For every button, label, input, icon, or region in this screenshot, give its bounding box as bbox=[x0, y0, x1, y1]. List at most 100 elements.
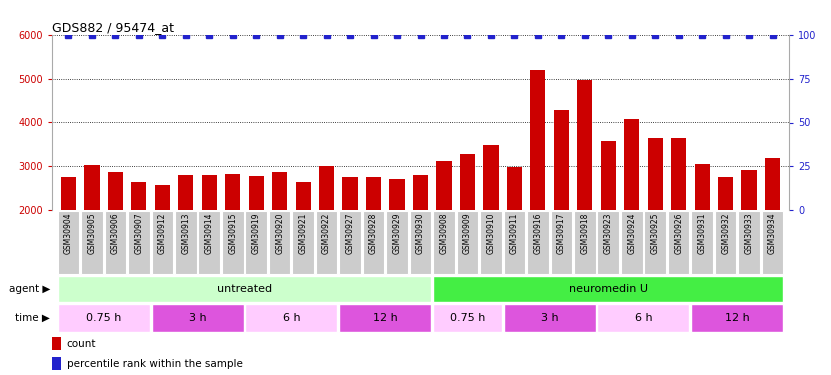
FancyBboxPatch shape bbox=[738, 211, 760, 274]
Bar bbox=[319, 166, 334, 297]
FancyBboxPatch shape bbox=[245, 211, 267, 274]
Text: GDS882 / 95474_at: GDS882 / 95474_at bbox=[52, 21, 174, 34]
FancyBboxPatch shape bbox=[597, 304, 690, 332]
Bar bbox=[84, 165, 100, 297]
Text: GSM30913: GSM30913 bbox=[181, 213, 190, 254]
FancyBboxPatch shape bbox=[433, 211, 455, 274]
FancyBboxPatch shape bbox=[504, 211, 525, 274]
Bar bbox=[624, 119, 639, 297]
Text: 0.75 h: 0.75 h bbox=[86, 313, 121, 323]
Text: GSM30921: GSM30921 bbox=[298, 213, 307, 254]
Text: GSM30926: GSM30926 bbox=[674, 213, 683, 254]
Bar bbox=[61, 177, 76, 297]
FancyBboxPatch shape bbox=[691, 304, 784, 332]
FancyBboxPatch shape bbox=[527, 211, 548, 274]
Bar bbox=[52, 337, 61, 350]
Text: GSM30923: GSM30923 bbox=[604, 213, 612, 254]
Bar bbox=[272, 172, 288, 297]
Bar bbox=[578, 81, 593, 297]
Text: time ▶: time ▶ bbox=[15, 313, 50, 323]
Text: count: count bbox=[66, 339, 96, 349]
Text: GSM30929: GSM30929 bbox=[392, 213, 401, 254]
FancyBboxPatch shape bbox=[199, 211, 220, 274]
FancyBboxPatch shape bbox=[363, 211, 385, 274]
Bar bbox=[366, 177, 381, 297]
Text: GSM30927: GSM30927 bbox=[346, 213, 355, 254]
Bar bbox=[390, 178, 405, 297]
Bar bbox=[202, 175, 217, 297]
Text: 3 h: 3 h bbox=[541, 313, 558, 323]
Text: GSM30907: GSM30907 bbox=[135, 213, 143, 254]
Text: GSM30916: GSM30916 bbox=[534, 213, 543, 254]
Bar bbox=[342, 177, 357, 297]
Text: 12 h: 12 h bbox=[725, 313, 750, 323]
FancyBboxPatch shape bbox=[621, 211, 642, 274]
FancyBboxPatch shape bbox=[433, 304, 502, 332]
Bar bbox=[460, 154, 475, 297]
Text: 6 h: 6 h bbox=[283, 313, 300, 323]
FancyBboxPatch shape bbox=[105, 211, 126, 274]
Text: GSM30932: GSM30932 bbox=[721, 213, 730, 254]
Text: GSM30906: GSM30906 bbox=[111, 213, 120, 254]
Bar bbox=[553, 110, 569, 297]
FancyBboxPatch shape bbox=[504, 304, 596, 332]
Bar bbox=[296, 182, 311, 297]
Text: GSM30915: GSM30915 bbox=[229, 213, 237, 254]
FancyBboxPatch shape bbox=[128, 211, 150, 274]
Text: neuromedin U: neuromedin U bbox=[568, 284, 648, 294]
Bar bbox=[248, 176, 263, 297]
FancyBboxPatch shape bbox=[715, 211, 736, 274]
Text: GSM30919: GSM30919 bbox=[252, 213, 261, 254]
Bar bbox=[484, 145, 499, 297]
FancyBboxPatch shape bbox=[57, 304, 150, 332]
FancyBboxPatch shape bbox=[151, 211, 173, 274]
FancyBboxPatch shape bbox=[480, 211, 502, 274]
FancyBboxPatch shape bbox=[550, 211, 572, 274]
Bar bbox=[52, 357, 61, 370]
Text: GSM30918: GSM30918 bbox=[580, 213, 589, 254]
Text: GSM30934: GSM30934 bbox=[768, 213, 777, 254]
FancyBboxPatch shape bbox=[691, 211, 713, 274]
Bar bbox=[507, 167, 522, 297]
Text: GSM30905: GSM30905 bbox=[87, 213, 96, 254]
FancyBboxPatch shape bbox=[57, 276, 431, 302]
FancyBboxPatch shape bbox=[386, 211, 408, 274]
FancyBboxPatch shape bbox=[81, 211, 103, 274]
FancyBboxPatch shape bbox=[245, 304, 337, 332]
FancyBboxPatch shape bbox=[316, 211, 337, 274]
Bar bbox=[718, 177, 733, 297]
Text: 6 h: 6 h bbox=[635, 313, 652, 323]
Bar bbox=[741, 170, 757, 297]
Bar bbox=[647, 138, 663, 297]
Text: GSM30904: GSM30904 bbox=[64, 213, 73, 254]
Text: GSM30908: GSM30908 bbox=[440, 213, 449, 254]
FancyBboxPatch shape bbox=[57, 211, 79, 274]
Text: GSM30922: GSM30922 bbox=[322, 213, 331, 254]
Text: GSM30933: GSM30933 bbox=[745, 213, 754, 254]
Text: GSM30931: GSM30931 bbox=[698, 213, 706, 254]
Text: GSM30910: GSM30910 bbox=[486, 213, 495, 254]
Bar bbox=[530, 70, 545, 297]
Bar bbox=[601, 141, 616, 297]
FancyBboxPatch shape bbox=[433, 276, 784, 302]
FancyBboxPatch shape bbox=[339, 211, 361, 274]
FancyBboxPatch shape bbox=[574, 211, 596, 274]
Text: agent ▶: agent ▶ bbox=[8, 284, 50, 294]
Bar bbox=[108, 172, 123, 297]
Text: GSM30924: GSM30924 bbox=[627, 213, 637, 254]
FancyBboxPatch shape bbox=[597, 211, 619, 274]
FancyBboxPatch shape bbox=[762, 211, 784, 274]
Text: GSM30930: GSM30930 bbox=[416, 213, 425, 254]
Text: percentile rank within the sample: percentile rank within the sample bbox=[66, 359, 243, 369]
Bar bbox=[225, 174, 240, 297]
Text: GSM30912: GSM30912 bbox=[158, 213, 167, 254]
FancyBboxPatch shape bbox=[668, 211, 690, 274]
Bar bbox=[155, 185, 170, 297]
FancyBboxPatch shape bbox=[293, 211, 314, 274]
Text: 12 h: 12 h bbox=[373, 313, 398, 323]
Text: GSM30928: GSM30928 bbox=[369, 213, 378, 254]
Bar bbox=[695, 164, 710, 297]
Bar bbox=[765, 158, 780, 297]
Text: GSM30917: GSM30917 bbox=[557, 213, 566, 254]
Bar bbox=[131, 182, 146, 297]
